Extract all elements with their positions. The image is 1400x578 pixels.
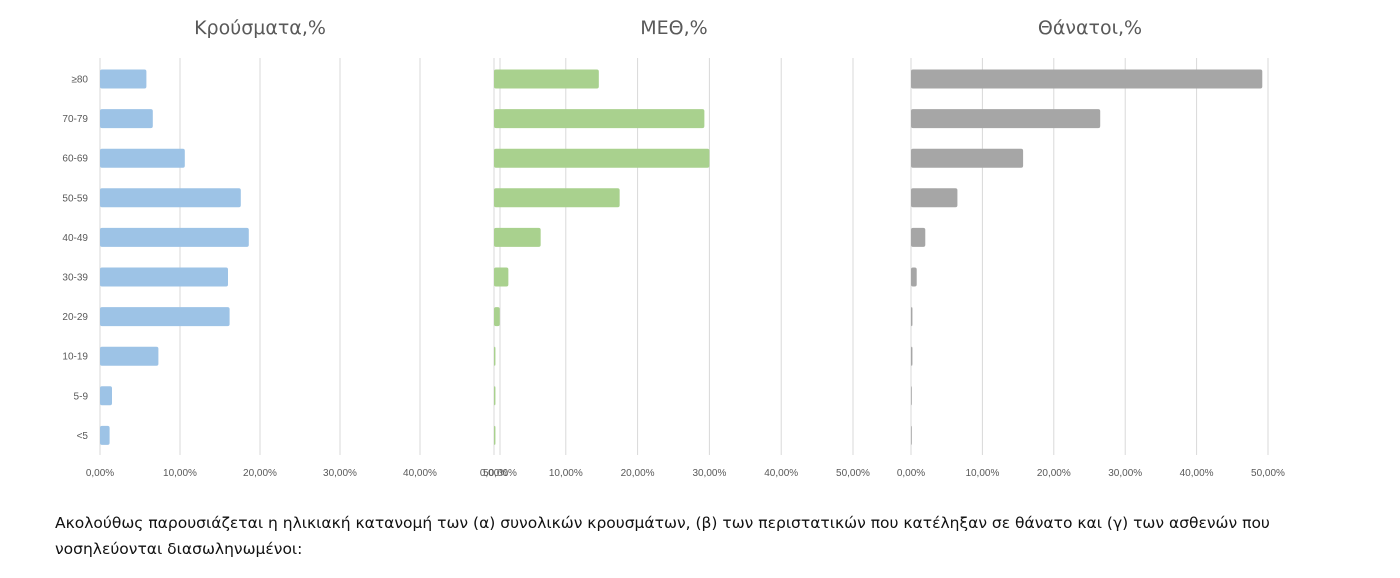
x-tick-label: 50,00% xyxy=(1251,468,1285,479)
x-tick-label: 40,00% xyxy=(403,468,437,479)
x-tick-label: 50,00% xyxy=(483,468,517,479)
y-category-label: ≥80 xyxy=(71,75,88,86)
bar-<5 xyxy=(494,425,496,445)
bar-10-19 xyxy=(911,346,913,366)
bar-30-39 xyxy=(911,267,917,287)
chart-title: ΜΕΘ,% xyxy=(640,17,707,39)
bar-70-79 xyxy=(494,109,705,129)
bar-60-69 xyxy=(494,148,710,168)
x-tick-label: 10,00% xyxy=(549,468,583,479)
y-category-label: 10-19 xyxy=(62,352,88,363)
bar-40-49 xyxy=(100,227,249,247)
caption-text: Ακολούθως παρουσιάζεται η ηλικιακή καταν… xyxy=(55,514,1270,558)
bar-30-39 xyxy=(494,267,509,287)
y-category-label: <5 xyxy=(77,431,89,442)
bar-5-9 xyxy=(494,386,496,406)
bar-70-79 xyxy=(911,109,1101,129)
x-tick-label: 10,00% xyxy=(965,468,999,479)
bar-10-19 xyxy=(494,346,496,366)
bar-5-9 xyxy=(100,386,112,406)
chart-panel-3: 0,00% 10,00% 20,00% 30,00% 40,00% 50,00% Θάνατ… xyxy=(897,17,1285,479)
age-distribution-charts: 0,00% 10,00% 20,00% 30,00% 40,00% 50,00% Κρούσ… xyxy=(62,17,1285,479)
x-tick-label: 0,00% xyxy=(897,468,925,479)
bar-20-29 xyxy=(100,307,230,327)
x-tick-label: 10,00% xyxy=(163,468,197,479)
bar-30-39 xyxy=(100,267,228,287)
bar-70-79 xyxy=(100,109,153,129)
y-category-label: 70-79 xyxy=(62,114,88,125)
x-tick-label: 30,00% xyxy=(1108,468,1142,479)
x-tick-label: 30,00% xyxy=(692,468,726,479)
bar-5-9 xyxy=(911,386,912,406)
bar-60-69 xyxy=(911,148,1024,168)
x-tick-label: 20,00% xyxy=(1037,468,1071,479)
y-category-label: 40-49 xyxy=(62,233,88,244)
bar-50-59 xyxy=(494,188,620,208)
bar-40-49 xyxy=(911,227,926,247)
chart-title: Θάνατοι,% xyxy=(1038,17,1142,39)
x-tick-label: 40,00% xyxy=(764,468,798,479)
bar-≥80 xyxy=(911,69,1263,89)
bar-20-29 xyxy=(911,307,913,327)
bar-<5 xyxy=(100,425,110,445)
y-category-label: 60-69 xyxy=(62,154,88,165)
y-category-label: 30-39 xyxy=(62,273,88,284)
bar-20-29 xyxy=(494,307,500,327)
bar-≥80 xyxy=(100,69,147,89)
x-tick-label: 20,00% xyxy=(621,468,655,479)
x-tick-label: 30,00% xyxy=(323,468,357,479)
chart-panel-1: 0,00% 10,00% 20,00% 30,00% 40,00% 50,00% Κρούσ… xyxy=(62,17,517,479)
chart-title: Κρούσματα,% xyxy=(194,17,326,39)
chart-panel-2: 0,00% 10,00% 20,00% 30,00% 40,00% 50,00% ΜΕΘ,% xyxy=(480,17,870,479)
x-tick-label: 50,00% xyxy=(836,468,870,479)
bar-50-59 xyxy=(911,188,958,208)
x-tick-label: 20,00% xyxy=(243,468,277,479)
bar-≥80 xyxy=(494,69,599,89)
x-tick-label: 0,00% xyxy=(86,468,114,479)
x-tick-label: 40,00% xyxy=(1180,468,1214,479)
y-category-label: 20-29 xyxy=(62,312,88,323)
bar-10-19 xyxy=(100,346,159,366)
y-category-label: 5-9 xyxy=(74,391,89,402)
y-category-label: 50-59 xyxy=(62,193,88,204)
bar-<5 xyxy=(911,425,912,445)
bar-40-49 xyxy=(494,227,541,247)
bar-60-69 xyxy=(100,148,185,168)
bar-50-59 xyxy=(100,188,241,208)
x-tick-label: 0,00% xyxy=(480,468,508,479)
